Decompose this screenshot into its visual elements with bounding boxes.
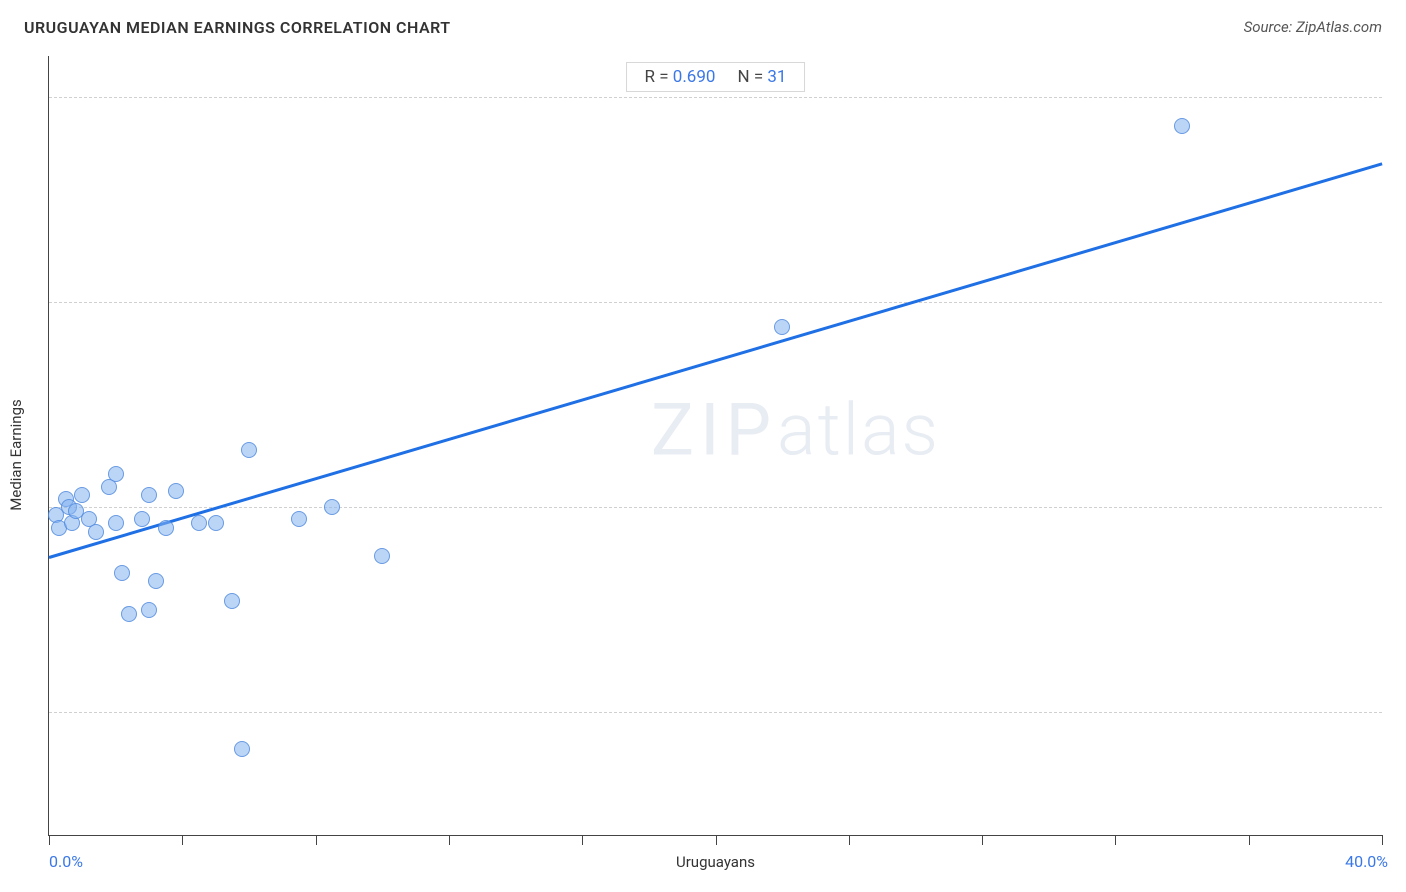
- y-axis-label: Median Earnings: [7, 399, 25, 510]
- scatter-point: [241, 442, 257, 458]
- x-axis-label: Uruguayans: [676, 853, 755, 871]
- gridline: [49, 712, 1382, 713]
- scatter-point: [374, 548, 390, 564]
- gridline: [49, 507, 1382, 508]
- scatter-point: [224, 593, 240, 609]
- scatter-point: [88, 524, 104, 540]
- x-tick: [1115, 835, 1116, 845]
- watermark: ZIPatlas: [651, 387, 940, 472]
- scatter-point: [141, 487, 157, 503]
- x-axis-max: 40.0%: [1345, 852, 1388, 871]
- source-attribution: Source: ZipAtlas.com: [1244, 18, 1382, 36]
- scatter-point: [148, 573, 164, 589]
- x-tick: [449, 835, 450, 845]
- scatter-point: [114, 565, 130, 581]
- x-tick: [182, 835, 183, 845]
- scatter-point: [291, 511, 307, 527]
- scatter-point: [324, 499, 340, 515]
- stat-n-label: N =: [737, 67, 763, 87]
- x-tick: [982, 835, 983, 845]
- scatter-point: [108, 466, 124, 482]
- scatter-point: [774, 319, 790, 335]
- plot-area: ZIPatlas R = 0.690 N = 31 Uruguayans 0.0…: [48, 56, 1382, 836]
- y-tick-label: $75,000: [1388, 293, 1406, 312]
- chart-header: URUGUAYAN MEDIAN EARNINGS CORRELATION CH…: [0, 0, 1406, 47]
- gridline: [49, 97, 1382, 98]
- scatter-point: [134, 511, 150, 527]
- stat-n-value: 31: [767, 67, 786, 87]
- x-tick: [582, 835, 583, 845]
- x-tick: [849, 835, 850, 845]
- stats-box: R = 0.690 N = 31: [626, 62, 806, 92]
- y-tick-label: $50,000: [1388, 498, 1406, 517]
- plot-wrapper: Median Earnings ZIPatlas R = 0.690 N = 3…: [24, 50, 1382, 860]
- x-tick: [49, 835, 50, 845]
- scatter-point: [74, 487, 90, 503]
- x-tick: [1249, 835, 1250, 845]
- scatter-point: [158, 520, 174, 536]
- stat-n: N = 31: [737, 67, 786, 87]
- scatter-point: [234, 741, 250, 757]
- y-tick-label: $25,000: [1388, 703, 1406, 722]
- stat-r: R = 0.690: [645, 67, 716, 87]
- x-tick: [716, 835, 717, 845]
- x-tick: [316, 835, 317, 845]
- x-axis-min: 0.0%: [49, 852, 83, 871]
- scatter-point: [191, 515, 207, 531]
- scatter-point: [141, 602, 157, 618]
- y-tick-label: $100,000: [1388, 88, 1406, 107]
- scatter-point: [208, 515, 224, 531]
- stat-r-value: 0.690: [673, 67, 716, 87]
- trendline: [49, 163, 1383, 559]
- scatter-point: [108, 515, 124, 531]
- watermark-atlas: atlas: [777, 387, 940, 472]
- gridline: [49, 302, 1382, 303]
- scatter-point: [168, 483, 184, 499]
- x-tick: [1382, 835, 1383, 845]
- scatter-point: [1174, 118, 1190, 134]
- scatter-point: [121, 606, 137, 622]
- chart-title: URUGUAYAN MEDIAN EARNINGS CORRELATION CH…: [24, 18, 451, 37]
- stat-r-label: R =: [645, 67, 669, 87]
- watermark-zip: ZIP: [651, 387, 777, 472]
